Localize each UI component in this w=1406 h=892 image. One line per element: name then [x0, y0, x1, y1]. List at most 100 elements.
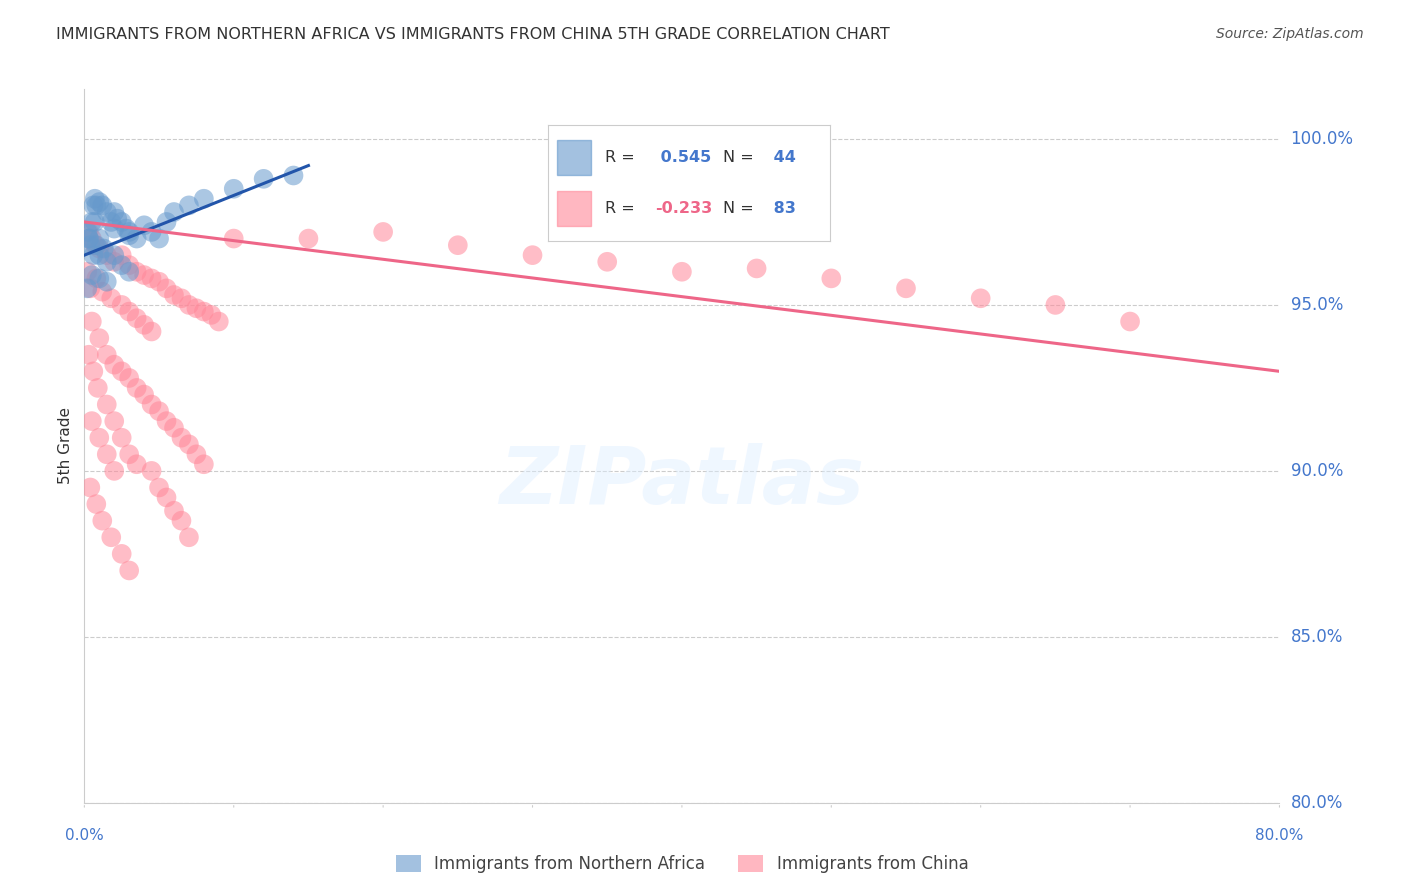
Point [103, 254, 125, 268]
Text: -0.233: -0.233 [655, 201, 713, 216]
Text: N =: N = [723, 150, 754, 165]
Point [141, 464, 163, 478]
Text: 0.0%: 0.0% [65, 828, 104, 843]
Point [177, 298, 200, 312]
Point [163, 205, 186, 219]
Point [163, 421, 186, 435]
Point [745, 261, 768, 276]
Point [79, 481, 101, 495]
Point [177, 530, 200, 544]
Point [91, 285, 114, 299]
Point [132, 318, 156, 332]
Bar [557, 191, 591, 226]
Point [96, 348, 118, 362]
Point [155, 491, 177, 505]
Point [118, 447, 141, 461]
Point [894, 281, 917, 295]
Text: Source: ZipAtlas.com: Source: ZipAtlas.com [1216, 27, 1364, 41]
Text: 85.0%: 85.0% [1291, 628, 1343, 646]
Point [83, 238, 105, 252]
Point [170, 291, 193, 305]
Point [193, 304, 215, 318]
Point [80, 231, 103, 245]
Point [193, 457, 215, 471]
Point [193, 192, 215, 206]
Point [80, 215, 103, 229]
Point [111, 298, 134, 312]
Point [93, 242, 115, 256]
Point [186, 301, 208, 316]
Point [118, 304, 141, 318]
Point [86, 198, 108, 212]
Point [177, 198, 200, 212]
Point [100, 530, 122, 544]
Point [371, 225, 394, 239]
Point [76, 225, 98, 239]
Point [100, 215, 122, 229]
Point [253, 171, 276, 186]
Point [77, 231, 100, 245]
Point [125, 381, 148, 395]
Point [222, 231, 245, 245]
Text: 95.0%: 95.0% [1291, 296, 1343, 314]
Point [148, 481, 170, 495]
Point [103, 464, 125, 478]
Point [155, 281, 177, 295]
Point [208, 314, 231, 328]
Point [141, 271, 163, 285]
Point [163, 504, 186, 518]
Point [111, 431, 134, 445]
Point [118, 265, 141, 279]
Point [115, 221, 138, 235]
Point [89, 248, 111, 262]
Point [91, 514, 114, 528]
Point [103, 205, 125, 219]
Point [105, 211, 128, 226]
Point [132, 268, 156, 282]
Point [100, 291, 122, 305]
Point [118, 258, 141, 272]
Text: 0.545: 0.545 [655, 150, 711, 165]
Point [125, 457, 148, 471]
Point [80, 414, 103, 428]
Point [86, 238, 108, 252]
Point [148, 231, 170, 245]
Point [283, 169, 305, 183]
Text: 83: 83 [768, 201, 796, 216]
Point [820, 271, 842, 285]
Point [79, 281, 101, 295]
Point [79, 238, 101, 252]
Text: R =: R = [605, 150, 634, 165]
Point [82, 248, 104, 262]
Text: 80.0%: 80.0% [1291, 794, 1343, 812]
Point [222, 182, 245, 196]
Point [170, 431, 193, 445]
Point [103, 248, 125, 262]
Point [96, 205, 118, 219]
Text: 44: 44 [768, 150, 796, 165]
Point [596, 254, 619, 268]
Point [80, 268, 103, 282]
Point [103, 414, 125, 428]
Point [83, 192, 105, 206]
Point [111, 547, 134, 561]
Point [86, 271, 108, 285]
Point [96, 254, 118, 268]
Point [91, 198, 114, 212]
Point [177, 437, 200, 451]
Point [96, 275, 118, 289]
Point [103, 221, 125, 235]
Point [111, 258, 134, 272]
Point [86, 497, 108, 511]
Point [82, 364, 104, 378]
Point [89, 195, 111, 210]
Point [671, 265, 693, 279]
Point [155, 215, 177, 229]
Point [118, 225, 141, 239]
Point [447, 238, 470, 252]
Point [111, 364, 134, 378]
Point [76, 281, 98, 295]
Point [77, 225, 100, 239]
Point [125, 265, 148, 279]
Point [89, 431, 111, 445]
